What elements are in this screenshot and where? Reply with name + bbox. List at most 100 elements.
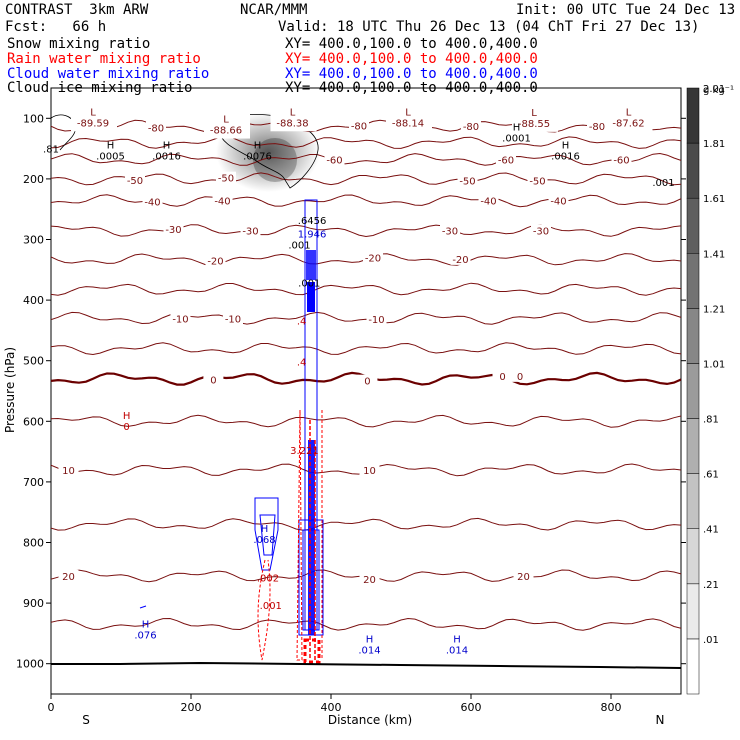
contour-label-17: -30 [442,226,458,237]
contour-label-bg [223,312,243,325]
field-label-1: .001 [652,178,674,189]
y-tick-label: 500 [23,355,44,368]
extremum-h-marker-7: H [163,141,171,152]
contour-label-bg [527,174,548,187]
isotherm-m10 [51,311,681,325]
extremum-l-marker-1: L [223,115,229,126]
field-xy-cloud-ice: XY= 400.0,100.0 to 400.0,400.0 [285,80,538,96]
x-tick-label: 800 [601,701,622,714]
extremum-value-13: .076 [134,630,156,641]
extremum-l-marker-2: L [290,107,296,118]
isotherm-15 [51,517,681,531]
contour-label-1: -80 [351,122,367,133]
extremum-value-6: .0005 [96,152,125,163]
contour-label-bg [359,463,380,476]
extremum-value-7: .0016 [152,152,181,163]
field-label-6: .4 [297,317,307,328]
contour-label-bg [125,174,145,187]
colorbar-band-4 [686,418,700,474]
contour-label-bg [496,153,516,166]
colorbar-label-10: 2.01 [703,84,725,95]
isotherm-m5 [51,342,681,356]
y-tick-label: 600 [23,415,44,428]
contour-label-bg [457,174,478,187]
extremum-l-marker-0: L [90,107,96,118]
contour-label-28: 0 [517,372,523,383]
contour-label-bg [461,120,481,133]
field-label-3: 1.946 [298,229,327,240]
colorbar-band-3 [686,473,700,529]
contour-label-bg [492,369,513,382]
contour-label-bg [587,120,607,133]
contour-label-13: -40 [480,197,496,208]
contour-label-bg [58,463,79,476]
extremum-bg [204,112,250,139]
contour-label-bg [216,171,236,184]
extremum-value-11: 0 [123,422,129,433]
forecast-hour: Fcst: 66 h [5,19,107,35]
field-label-2: .6456 [298,216,327,227]
contour-label-bg [58,569,79,582]
x-tick-label: 400 [321,701,342,714]
extremum-value-8: .0076 [243,152,272,163]
cloud-water-column [139,199,324,636]
contour-label-12: -40 [214,197,230,208]
y-tick-label: 100 [23,112,44,125]
isotherm-m50 [51,172,681,186]
contour-label-bg [366,312,387,325]
contour-label-14: -40 [550,197,566,208]
y-tick-label: 900 [23,597,44,610]
valid-time: Valid: 18 UTC Thu 26 Dec 13 (04 ChT Fri … [278,19,700,35]
isotherm-m15 [51,282,681,296]
contour-label-bg [478,194,499,207]
isotherm-m70 [51,136,681,149]
extremum-value-1: -88.66 [210,126,242,137]
extremum-bg [606,105,653,132]
contour-label-9: -50 [459,177,475,188]
field-xy-rain: XY= 400.0,100.0 to 400.0,400.0 [285,51,538,67]
field-label-snow: Snow mixing ratio [7,36,151,52]
contour-label-bg [146,121,166,134]
contour-label-bg [440,224,460,237]
contour-label-29: 10 [62,466,75,477]
colorbar-label-5: 1.01 [703,359,725,370]
colorbar-band-10 [686,87,700,144]
field-label-8: 3.221 [290,446,319,457]
contour-label-2: -80 [463,122,479,133]
field-label-rain: Rain water mixing ratio [7,51,201,67]
extremum-value-10: .0016 [551,152,580,163]
x-tick-label: 200 [181,701,202,714]
contour-label-bg [212,194,233,207]
field-label-9: .002 [257,574,279,585]
x-tick-label: 0 [48,701,55,714]
extremum-l-marker-5: L [626,107,632,118]
extremum-h-marker-10: H [562,141,570,152]
extremum-h-marker-9: H [513,122,521,133]
contour-label-bg [450,252,471,265]
field-xy-snow: XY= 400.0,100.0 to 400.0,400.0 [285,36,538,52]
y-axis-title: Pressure (hPa) [3,347,17,433]
isotherm-m30 [51,224,681,238]
contour-label-15: -30 [165,225,181,236]
contour-label-21: -20 [452,255,468,266]
colorbar-label-9: 1.81 [703,139,725,150]
contour-label-10: -50 [529,177,545,188]
field-label-5: .001 [298,279,320,290]
contour-label-22: -10 [172,314,188,325]
snow-shading-core [253,138,297,182]
field-label-0: .81 [43,145,59,156]
extremum-value-5: -87.62 [612,118,644,129]
organization: NCAR/MMM [240,2,308,18]
extremum-value-2: -88.38 [276,118,308,129]
contour-label-bg [531,224,551,237]
extremum-h-marker-6: H [107,141,115,152]
contour-label-31: 20 [62,572,75,583]
contour-label-30: 10 [363,466,376,477]
colorbar-label-1: .21 [703,580,719,591]
colorbar-band-1 [686,583,700,640]
contour-label-33: 20 [517,572,530,583]
contour-label-bg [359,572,380,585]
extremum-h-marker-8: H [254,141,262,152]
extremum-value-0: -89.59 [77,118,109,129]
colorbar: .01 .21 .41 .61 .81 1.01 1.21 1.41 1.61 1.81 2.01g… [686,84,734,695]
